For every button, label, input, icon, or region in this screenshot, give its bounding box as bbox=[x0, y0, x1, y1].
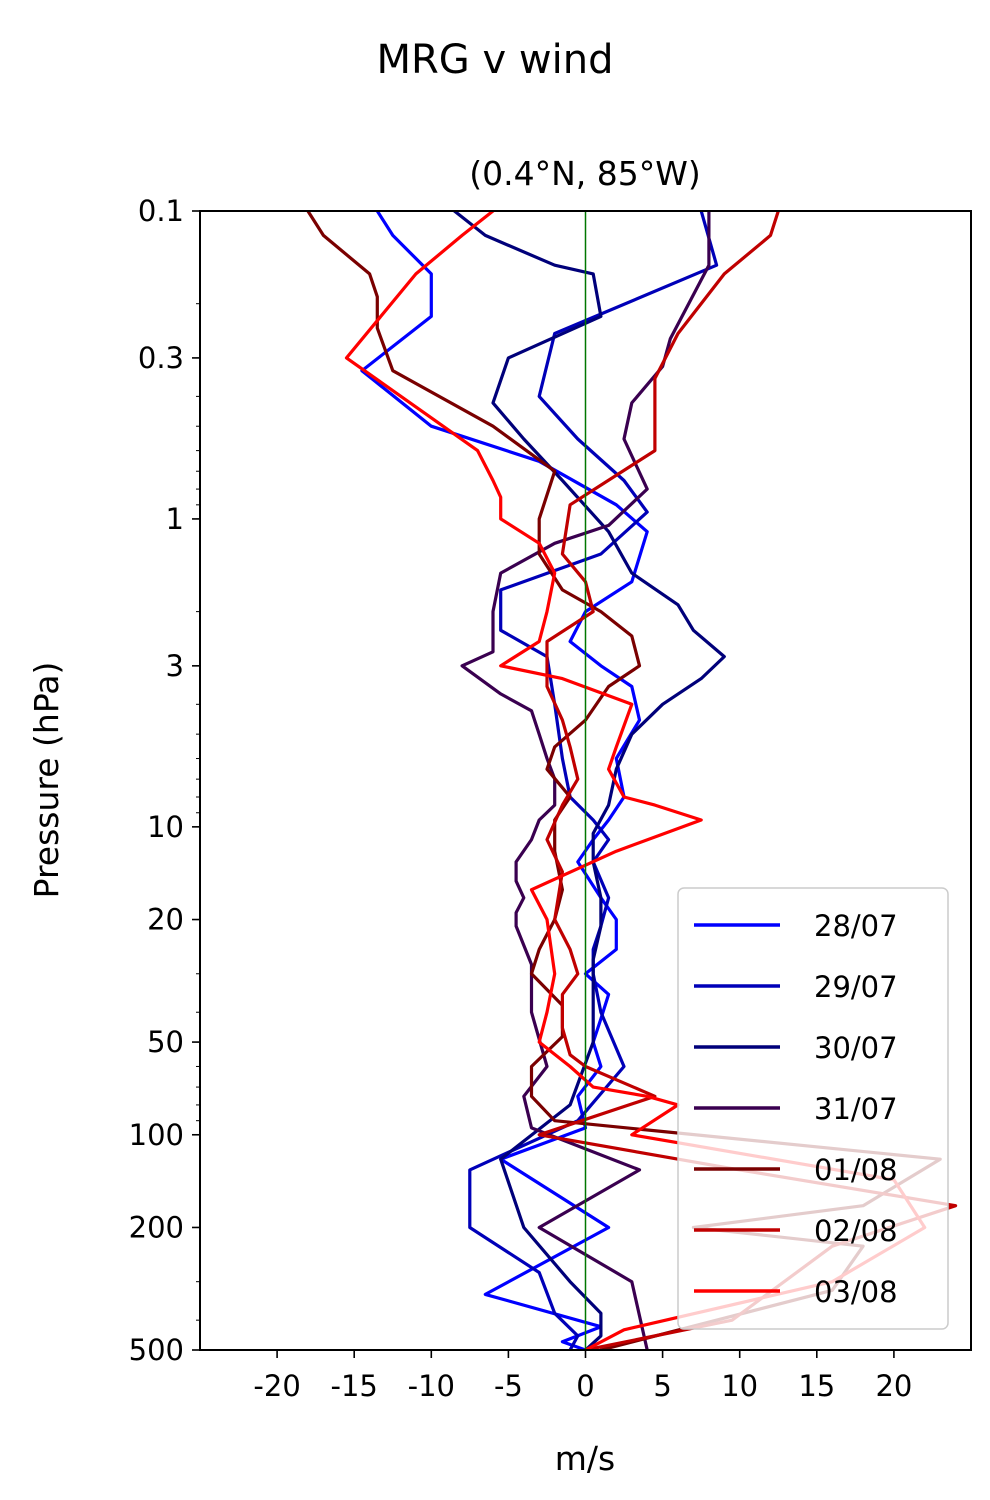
x-tick-label: 10 bbox=[721, 1369, 758, 1403]
y-tick-label: 50 bbox=[147, 1025, 184, 1059]
chart-title: MRG v wind bbox=[377, 37, 614, 83]
series-line-5 bbox=[306, 211, 942, 1350]
x-tick-label: 5 bbox=[653, 1369, 671, 1403]
series-group bbox=[306, 211, 958, 1350]
y-tick-label: 0.1 bbox=[138, 194, 184, 228]
series-line-4 bbox=[460, 211, 711, 1350]
legend-label: 02/08 bbox=[814, 1214, 898, 1248]
x-tick-label: 0 bbox=[576, 1369, 594, 1403]
legend-box bbox=[677, 887, 949, 1330]
x-tick-label: -5 bbox=[494, 1369, 523, 1403]
x-axis: -20 -15 -10 -5 0 5 10 15 20 bbox=[253, 1350, 912, 1403]
y-tick-label: 1 bbox=[166, 502, 184, 536]
series-line-3 bbox=[452, 211, 726, 1350]
x-tick-label: -20 bbox=[253, 1369, 300, 1403]
y-tick-label: 3 bbox=[166, 649, 184, 683]
x-tick-label: 20 bbox=[875, 1369, 912, 1403]
chart-subtitle: (0.4°N, 85°W) bbox=[469, 154, 701, 193]
y-tick-label: 10 bbox=[147, 810, 184, 844]
y-axis: 0.1 0.3 1 3 10 20 50 100 200 500 bbox=[129, 194, 200, 1367]
x-tick-label: -15 bbox=[331, 1369, 378, 1403]
legend-label: 30/07 bbox=[814, 1031, 898, 1065]
y-tick-label: 100 bbox=[129, 1118, 184, 1152]
y-tick-label: 500 bbox=[129, 1333, 184, 1367]
legend-label: 01/08 bbox=[814, 1153, 898, 1187]
x-tick-label: -10 bbox=[408, 1369, 455, 1403]
series-line-7 bbox=[344, 211, 927, 1350]
y-tick-label: 20 bbox=[147, 903, 184, 937]
series-line-1 bbox=[360, 211, 649, 1350]
legend-label: 03/08 bbox=[814, 1275, 898, 1309]
x-axis-label: m/s bbox=[555, 1439, 615, 1478]
legend-label: 31/07 bbox=[814, 1092, 898, 1126]
x-tick-label: 15 bbox=[798, 1369, 835, 1403]
y-tick-label: 200 bbox=[129, 1210, 184, 1244]
legend: 28/07 29/07 30/07 31/07 01/08 02/08 03/08 bbox=[677, 887, 949, 1330]
legend-label: 29/07 bbox=[814, 970, 898, 1004]
legend-label: 28/07 bbox=[814, 909, 898, 943]
series-line-6 bbox=[537, 211, 958, 1350]
y-axis-label: Pressure (hPa) bbox=[27, 662, 66, 899]
y-tick-label: 0.3 bbox=[138, 341, 184, 375]
